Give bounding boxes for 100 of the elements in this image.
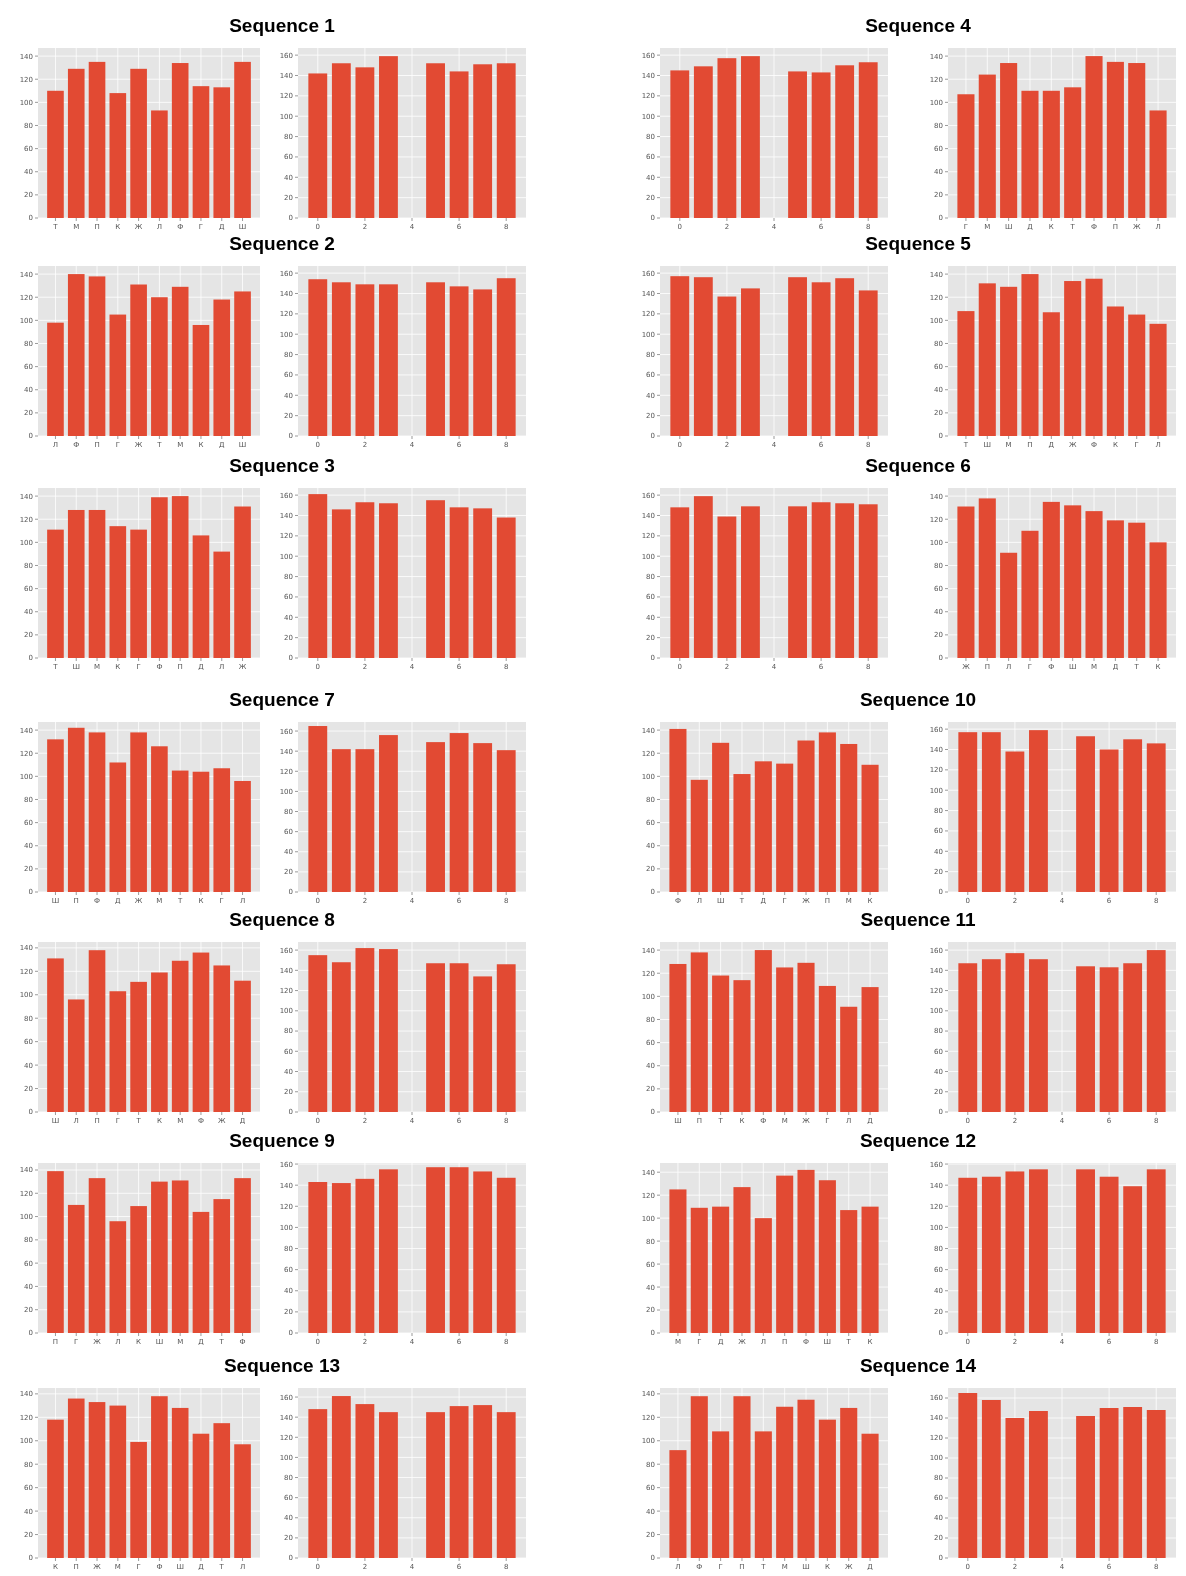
bar	[1064, 505, 1082, 658]
bar	[1106, 520, 1124, 658]
bar	[861, 764, 879, 892]
bar	[379, 735, 398, 892]
bar	[1042, 90, 1060, 218]
bar	[669, 1450, 687, 1558]
bar	[1000, 63, 1018, 218]
bar	[308, 1409, 328, 1558]
bar	[151, 972, 168, 1112]
bar	[331, 1396, 351, 1558]
bar	[1029, 959, 1048, 1112]
bar	[811, 502, 831, 658]
bar	[717, 296, 737, 436]
bar	[1128, 314, 1146, 436]
bar	[1029, 730, 1048, 892]
bar	[978, 283, 996, 436]
bar	[797, 1399, 815, 1558]
bar	[47, 1419, 64, 1559]
bar	[449, 963, 469, 1112]
bar	[171, 496, 189, 658]
bar	[192, 1433, 210, 1558]
chart-title: Sequence 9	[229, 1130, 335, 1151]
bar	[426, 1412, 445, 1558]
bar	[151, 110, 168, 218]
bar	[1128, 63, 1146, 218]
bar	[788, 277, 807, 436]
bar	[776, 763, 794, 892]
bar	[958, 1393, 978, 1558]
bar	[797, 1169, 815, 1333]
bar	[67, 274, 85, 436]
bar	[426, 963, 445, 1112]
bar	[741, 56, 760, 218]
bar	[67, 1398, 85, 1558]
bar	[1000, 552, 1018, 658]
bar	[67, 509, 85, 658]
bar	[797, 740, 815, 892]
bar	[151, 1396, 168, 1558]
bar	[811, 282, 831, 436]
bar	[811, 72, 831, 218]
bar	[308, 726, 328, 892]
bar	[67, 727, 85, 892]
bar	[88, 732, 106, 892]
bar	[690, 1396, 708, 1558]
bar	[47, 529, 64, 658]
bar	[213, 1423, 231, 1558]
bar	[717, 58, 737, 218]
bar	[1123, 963, 1143, 1112]
bar	[47, 958, 64, 1112]
bar	[88, 950, 106, 1112]
bar	[1149, 542, 1167, 658]
bar	[234, 506, 251, 658]
bar	[957, 311, 975, 436]
bar	[426, 282, 445, 436]
bar	[473, 508, 493, 658]
bar	[1076, 966, 1095, 1112]
bar	[308, 955, 328, 1112]
bar	[473, 743, 493, 892]
bar	[1021, 530, 1039, 658]
bar	[670, 507, 690, 658]
bar	[449, 507, 469, 658]
bar	[192, 535, 210, 658]
bar	[67, 68, 85, 218]
bar	[858, 290, 878, 436]
bar	[192, 324, 210, 436]
bar	[234, 980, 251, 1112]
bar	[1099, 967, 1119, 1112]
bar	[355, 749, 375, 892]
bar	[47, 739, 64, 892]
bar	[835, 278, 855, 436]
bar	[426, 500, 445, 658]
bar	[473, 976, 493, 1112]
bar	[496, 1177, 516, 1333]
bar	[67, 999, 85, 1112]
bar	[693, 277, 713, 436]
bar	[858, 504, 878, 658]
bar	[355, 67, 375, 218]
bar	[171, 286, 189, 436]
bar	[1146, 743, 1166, 892]
bar	[192, 1211, 210, 1333]
bar	[1029, 1169, 1048, 1334]
bar	[355, 1404, 375, 1558]
bar	[861, 1433, 879, 1558]
bar	[1085, 511, 1103, 658]
chart-title: Sequence 4	[865, 15, 972, 36]
bar	[1076, 1169, 1095, 1334]
bar	[308, 494, 328, 658]
bar	[669, 1189, 687, 1333]
bar	[741, 506, 760, 658]
bar	[1042, 501, 1060, 658]
bar	[1123, 1407, 1143, 1558]
chart-title: Sequence 13	[223, 1355, 341, 1376]
bar	[151, 497, 168, 658]
bar	[1021, 90, 1039, 218]
bar	[331, 63, 351, 218]
bar	[754, 1431, 772, 1558]
bar	[130, 68, 147, 218]
bar	[981, 1400, 1001, 1558]
bar	[88, 276, 106, 436]
bar	[355, 948, 375, 1112]
bar	[496, 278, 516, 436]
